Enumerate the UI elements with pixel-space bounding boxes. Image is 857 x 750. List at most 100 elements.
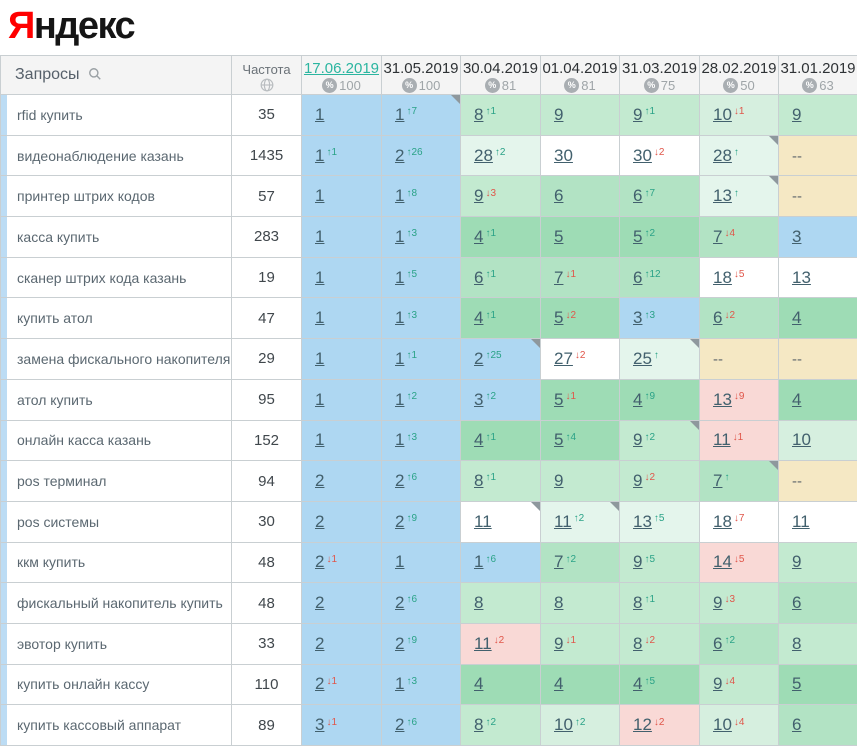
position-link[interactable]: 1 (315, 186, 324, 205)
query-cell[interactable]: купить онлайн кассу (0, 663, 232, 706)
position-link[interactable]: 13 ↓9 (713, 390, 744, 409)
position-link[interactable]: 2 (315, 593, 324, 612)
position-link[interactable]: 2 ↑6 (395, 715, 417, 734)
position-link[interactable]: 6 ↑12 (633, 268, 661, 287)
date-column-header[interactable]: 30.04.2019% 81 (460, 55, 541, 95)
query-cell[interactable]: pos терминал (0, 460, 232, 502)
query-cell[interactable]: видеонаблюдение казань (0, 134, 232, 177)
position-link[interactable]: 6 (792, 715, 801, 734)
position-link[interactable]: 10 (792, 430, 811, 449)
position-link[interactable]: 11 (792, 512, 810, 531)
position-link[interactable]: 6 (554, 186, 563, 205)
date-column-header[interactable]: 31.01.2019% 63 (778, 55, 857, 95)
position-link[interactable]: 1 (395, 552, 404, 571)
date-column-header[interactable]: 01.04.2019% 81 (540, 55, 620, 95)
position-link[interactable]: 4 (792, 390, 801, 409)
position-link[interactable]: 3 ↑3 (633, 308, 655, 327)
position-link[interactable]: 30 (554, 146, 573, 165)
position-link[interactable]: 11 ↑2 (554, 512, 584, 531)
position-link[interactable]: 2 (315, 512, 324, 531)
position-link[interactable]: 1 (315, 308, 324, 327)
position-link[interactable]: 5 ↑4 (554, 430, 576, 449)
position-link[interactable]: 5 ↓2 (554, 308, 576, 327)
position-link[interactable]: 3 ↑2 (474, 390, 496, 409)
position-link[interactable]: 9 ↑2 (633, 430, 655, 449)
position-link[interactable]: 4 ↑1 (474, 308, 496, 327)
column-date-label[interactable]: 31.01.2019 (780, 59, 856, 77)
position-link[interactable]: 4 ↑1 (474, 227, 496, 246)
position-link[interactable]: 6 ↓2 (713, 308, 735, 327)
position-link[interactable]: 2 ↑6 (395, 471, 417, 490)
query-cell[interactable]: купить атол (0, 297, 232, 340)
position-link[interactable]: 6 ↑1 (474, 268, 496, 287)
column-date-label[interactable]: 28.02.2019 (701, 59, 777, 77)
position-link[interactable]: 1 (315, 390, 324, 409)
position-link[interactable]: 1 (315, 227, 324, 246)
position-link[interactable]: 1 (315, 105, 324, 124)
position-link[interactable]: 5 ↓1 (554, 390, 576, 409)
position-link[interactable]: 13 (792, 268, 811, 287)
query-cell[interactable]: замена фискального накопителя (0, 338, 232, 380)
position-link[interactable]: 8 ↑1 (474, 471, 496, 490)
position-link[interactable]: 1 (315, 349, 324, 368)
position-link[interactable]: 8 (554, 593, 563, 612)
position-link[interactable]: 13 ↑5 (633, 512, 664, 531)
position-link[interactable]: 9 ↓2 (633, 471, 655, 490)
query-cell[interactable]: атол купить (0, 378, 232, 421)
position-link[interactable]: 1 ↑6 (474, 552, 496, 571)
column-date-label[interactable]: 17.06.2019 (303, 59, 380, 77)
column-date-label[interactable]: 01.04.2019 (542, 59, 618, 77)
position-link[interactable]: 1 (315, 268, 324, 287)
position-link[interactable]: 4 ↑9 (633, 390, 655, 409)
position-link[interactable]: 11 (474, 512, 492, 531)
position-link[interactable]: 9 (554, 471, 563, 490)
position-link[interactable]: 4 (792, 308, 801, 327)
query-cell[interactable]: сканер штрих кода казань (0, 256, 232, 299)
position-link[interactable]: 1 ↑3 (395, 674, 417, 693)
position-link[interactable]: 3 ↓1 (315, 715, 337, 734)
position-link[interactable]: 10 ↓1 (713, 105, 744, 124)
position-link[interactable]: 27 ↓2 (554, 349, 585, 368)
date-column-header[interactable]: 17.06.2019% 100 (301, 55, 382, 95)
column-date-label[interactable]: 30.04.2019 (462, 59, 539, 77)
query-cell[interactable]: принтер штрих кодов (0, 175, 232, 218)
position-link[interactable]: 1 ↑3 (395, 227, 417, 246)
position-link[interactable]: 8 ↑1 (633, 593, 655, 612)
position-link[interactable]: 4 ↑5 (633, 674, 655, 693)
position-link[interactable]: 1 ↑2 (395, 390, 417, 409)
position-link[interactable]: 1 (315, 430, 324, 449)
position-link[interactable]: 1 ↑5 (395, 268, 417, 287)
position-link[interactable]: 5 (792, 674, 801, 693)
position-link[interactable]: 2 ↑6 (395, 593, 417, 612)
position-link[interactable]: 9 (792, 552, 801, 571)
position-link[interactable]: 2 (315, 634, 324, 653)
position-link[interactable]: 9 ↓4 (713, 674, 735, 693)
position-link[interactable]: 9 ↓3 (474, 186, 496, 205)
position-link[interactable]: 1 ↑7 (395, 105, 417, 124)
query-cell[interactable]: pos системы (0, 500, 232, 543)
position-link[interactable]: 8 (792, 634, 801, 653)
query-cell[interactable]: ккм купить (0, 541, 232, 584)
position-link[interactable]: 7 ↑2 (554, 552, 576, 571)
position-link[interactable]: 28 ↑ (713, 146, 739, 165)
position-link[interactable]: 10 ↑2 (554, 715, 585, 734)
position-link[interactable]: 8 ↓2 (633, 634, 655, 653)
position-link[interactable]: 1 ↑3 (395, 430, 417, 449)
position-link[interactable]: 7 ↑ (713, 471, 729, 490)
column-date-label[interactable]: 31.05.2019 (383, 59, 459, 77)
position-link[interactable]: 6 (792, 593, 801, 612)
position-link[interactable]: 11 ↓1 (713, 430, 743, 449)
position-link[interactable]: 1 ↑3 (395, 308, 417, 327)
query-cell[interactable]: эвотор купить (0, 622, 232, 665)
date-column-header[interactable]: 31.05.2019% 100 (381, 55, 461, 95)
date-column-header[interactable]: 31.03.2019% 75 (619, 55, 700, 95)
position-link[interactable]: 2 ↑9 (395, 512, 417, 531)
position-link[interactable]: 18 ↓7 (713, 512, 744, 531)
query-cell[interactable]: фискальный накопитель купить (0, 582, 232, 624)
position-link[interactable]: 1 ↑8 (395, 186, 417, 205)
position-link[interactable]: 6 ↑2 (713, 634, 735, 653)
position-link[interactable]: 5 (554, 227, 563, 246)
position-link[interactable]: 2 ↑9 (395, 634, 417, 653)
position-link[interactable]: 8 (474, 593, 483, 612)
position-link[interactable]: 13 ↑ (713, 186, 739, 205)
